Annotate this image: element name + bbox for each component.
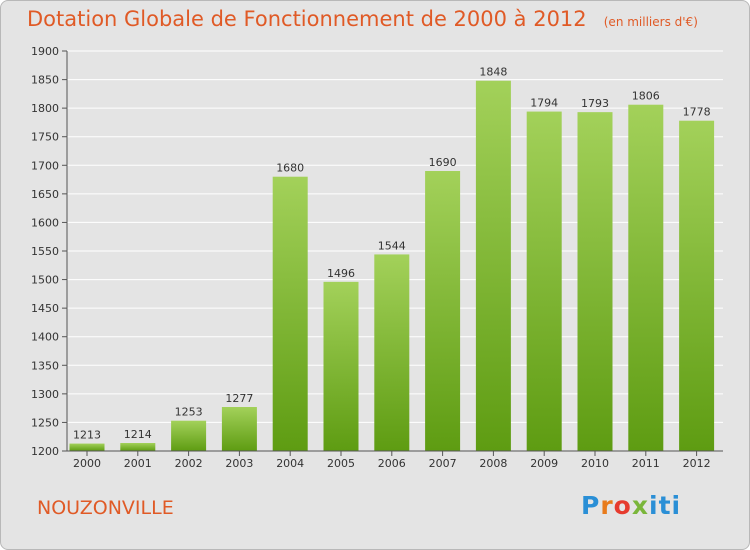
- x-tick-label: 2009: [530, 457, 558, 470]
- x-tick-label: 2012: [683, 457, 711, 470]
- place-name: NOUZONVILLE: [37, 497, 174, 519]
- bar: [628, 104, 664, 451]
- bar: [679, 120, 715, 451]
- bar-value-label: 1848: [479, 66, 507, 79]
- bar-value-label: 1253: [175, 406, 203, 419]
- y-tick-label: 1350: [31, 359, 59, 372]
- y-tick-label: 1850: [31, 74, 59, 87]
- x-tick-label: 2008: [479, 457, 507, 470]
- bar-value-label: 1544: [378, 239, 406, 252]
- x-tick-label: 2000: [73, 457, 101, 470]
- chart-title-text: Dotation Globale de Fonctionnement de 20…: [27, 7, 587, 31]
- bar-value-label: 1213: [73, 429, 101, 442]
- bar: [272, 176, 308, 451]
- bar: [374, 254, 410, 451]
- x-tick-label: 2007: [429, 457, 457, 470]
- bar-value-label: 1496: [327, 267, 355, 280]
- bar-value-label: 1806: [632, 90, 660, 103]
- bar-value-label: 1214: [124, 428, 152, 441]
- bar: [120, 443, 156, 451]
- bar-value-label: 1794: [530, 97, 558, 110]
- x-tick-label: 2001: [124, 457, 152, 470]
- bar-value-label: 1793: [581, 97, 609, 110]
- y-tick-label: 1900: [31, 45, 59, 58]
- bar: [323, 281, 359, 451]
- x-tick-label: 2002: [175, 457, 203, 470]
- y-tick-label: 1400: [31, 331, 59, 344]
- y-tick-label: 1250: [31, 416, 59, 429]
- bars: 1213 1214 1253 1277 1680 1496 1544 1690 1848 1794…: [69, 66, 715, 452]
- y-tick-label: 1800: [31, 102, 59, 115]
- y-tick-label: 1550: [31, 245, 59, 258]
- x-tick-label: 2006: [378, 457, 406, 470]
- axes: 1200 1250 1300 1350 1400 1450 1500 1550 1600 1650…: [31, 45, 723, 470]
- bar-value-label: 1690: [429, 156, 457, 169]
- bar: [475, 80, 511, 451]
- bar: [171, 420, 207, 451]
- y-tick-label: 1200: [31, 445, 59, 458]
- chart-title: Dotation Globale de Fonctionnement de 20…: [27, 7, 698, 31]
- proxiti-logo: Proxiti: [581, 491, 682, 520]
- y-tick-label: 1700: [31, 159, 59, 172]
- bar-value-label: 1277: [225, 392, 253, 405]
- y-tick-label: 1600: [31, 216, 59, 229]
- bar: [526, 111, 562, 452]
- chart-unit: (en milliers d'€): [603, 15, 698, 29]
- bar: [221, 407, 257, 451]
- bar: [577, 112, 613, 452]
- x-tick-label: 2005: [327, 457, 355, 470]
- y-tick-label: 1500: [31, 274, 59, 287]
- x-tick-label: 2004: [276, 457, 304, 470]
- bar: [69, 443, 105, 451]
- bar-value-label: 1680: [276, 162, 304, 175]
- y-tick-label: 1300: [31, 388, 59, 401]
- bar-value-label: 1778: [683, 106, 711, 119]
- x-tick-label: 2010: [581, 457, 609, 470]
- x-tick-label: 2011: [632, 457, 660, 470]
- y-tick-label: 1450: [31, 302, 59, 315]
- x-tick-label: 2003: [225, 457, 253, 470]
- y-tick-label: 1650: [31, 188, 59, 201]
- bar: [425, 171, 461, 451]
- y-tick-label: 1750: [31, 131, 59, 144]
